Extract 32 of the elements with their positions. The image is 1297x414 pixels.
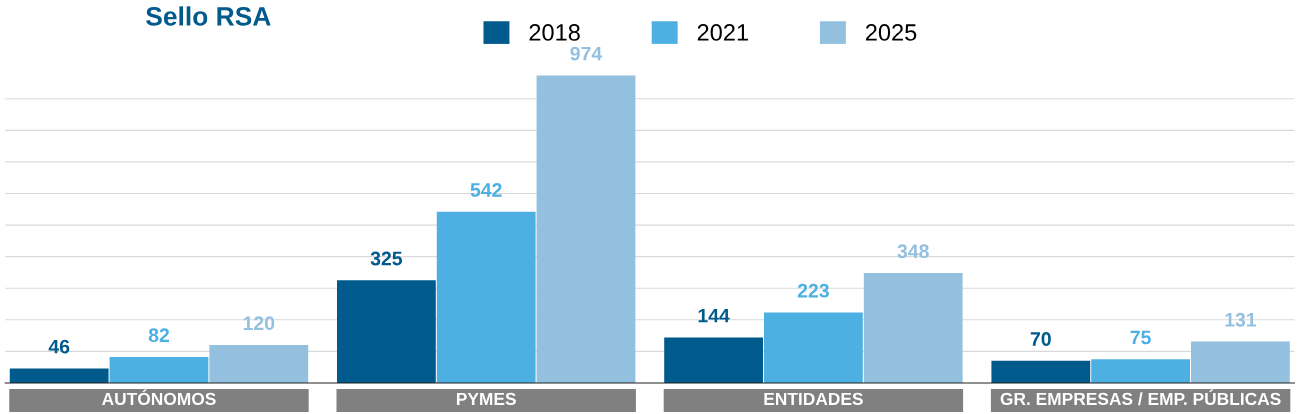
legend-label: 2018 (529, 24, 580, 41)
data-label: 120 (243, 316, 275, 331)
x-tick-label: PYMES (456, 392, 516, 406)
x-tick-label: GR. EMPRESAS / EMP. PÚBLICAS (1000, 389, 1281, 406)
x-tick-label: ENTIDADES (764, 392, 863, 406)
bar (664, 337, 763, 383)
data-label: 974 (570, 46, 603, 61)
data-label: 46 (48, 339, 70, 354)
x-tick-label: AUTÓNOMOS (102, 389, 216, 406)
data-label: 348 (897, 244, 929, 259)
data-label: 542 (470, 183, 502, 197)
data-label: 70 (1030, 332, 1051, 346)
bar (336, 280, 436, 383)
data-label: 144 (698, 308, 730, 323)
bar (436, 211, 536, 383)
data-label: 325 (370, 251, 403, 266)
bar (991, 360, 1091, 383)
data-label: 131 (1225, 312, 1257, 327)
bar (9, 368, 109, 383)
chart-title: Sello RSA (146, 6, 271, 26)
legend-label: 2025 (865, 24, 917, 41)
bar (764, 312, 863, 383)
legend-label: 2021 (697, 24, 748, 41)
data-label: 75 (1130, 330, 1151, 345)
bar (109, 357, 209, 383)
bar (1091, 359, 1191, 383)
bar (536, 75, 636, 383)
bar (209, 345, 309, 383)
data-label: 82 (148, 328, 170, 343)
data-label: 223 (797, 283, 829, 298)
bar (863, 273, 963, 383)
bar (1191, 341, 1290, 383)
